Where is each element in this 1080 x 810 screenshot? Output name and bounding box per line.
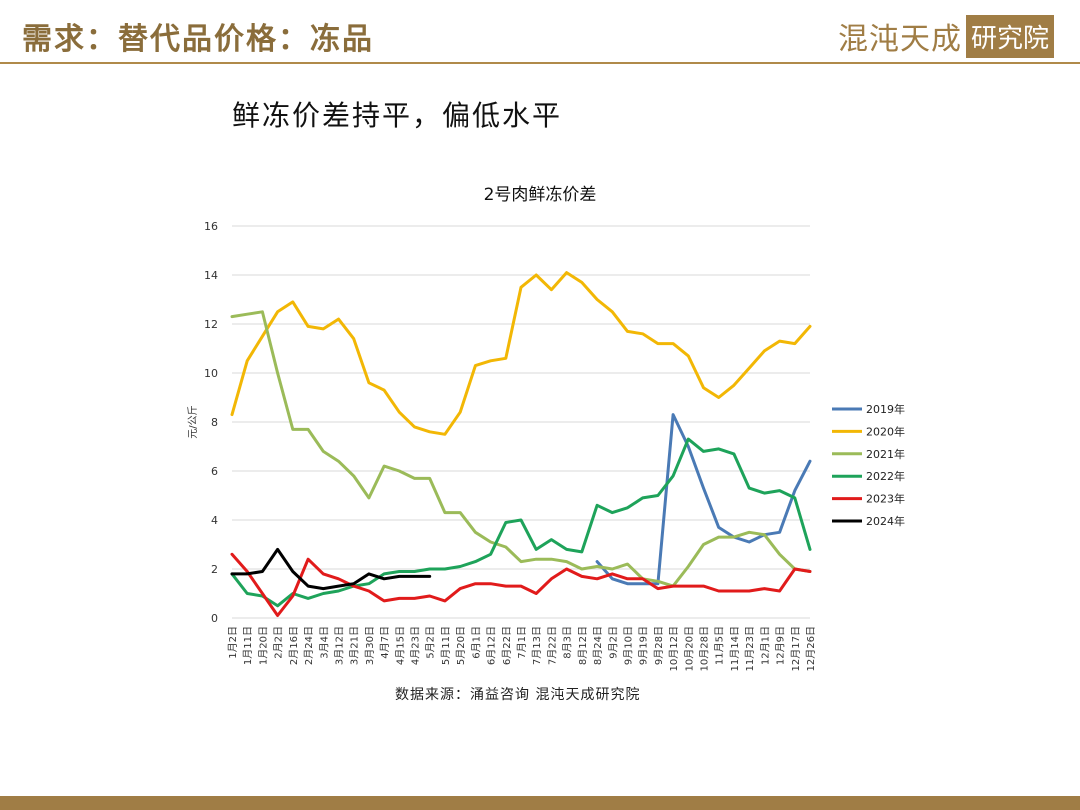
x-tick-label: 1月2日 — [227, 626, 239, 659]
x-tick-label: 1月20日 — [257, 626, 269, 665]
x-tick-label: 8月24日 — [592, 626, 604, 665]
brand-logo: 混沌天成 研究院 — [838, 14, 1054, 58]
x-tick-label: 3月4日 — [318, 626, 330, 659]
x-tick-label: 9月28日 — [653, 626, 665, 665]
x-tick-label: 6月12日 — [486, 626, 498, 665]
series-line-2020年 — [230, 271, 812, 436]
brand-box-text: 研究院 — [965, 14, 1054, 58]
x-tick-label: 3月21日 — [349, 626, 361, 665]
legend-label: 2022年 — [866, 469, 905, 483]
footer-bar — [0, 796, 1080, 810]
x-tick-label: 8月3日 — [562, 626, 574, 659]
y-tick-label: 4 — [211, 514, 218, 527]
x-tick-label: 2月24日 — [303, 626, 315, 665]
series-line-2019年 — [595, 413, 812, 586]
x-tick-label: 11月5日 — [714, 626, 726, 665]
y-tick-label: 10 — [204, 367, 218, 380]
legend-label: 2023年 — [866, 492, 905, 506]
y-tick-label: 12 — [204, 318, 218, 331]
data-source-note: 数据来源：涌益咨询 混沌天成研究院 — [395, 687, 641, 703]
page-header-title: 需求：替代品价格：冻品 — [22, 22, 374, 57]
y-tick-label: 2 — [211, 563, 218, 576]
series-line-2023年 — [230, 552, 812, 617]
legend-label: 2024年 — [866, 514, 905, 528]
x-tick-label: 4月15日 — [394, 626, 406, 665]
x-tick-label: 9月2日 — [607, 626, 619, 659]
legend-label: 2020年 — [866, 424, 905, 438]
x-tick-label: 11月23日 — [744, 626, 756, 671]
x-tick-label: 5月11日 — [440, 626, 452, 665]
y-tick-label: 16 — [204, 220, 218, 233]
series-line-2021年 — [230, 310, 812, 588]
x-tick-label: 10月12日 — [668, 626, 680, 671]
x-tick-label: 9月10日 — [622, 626, 634, 665]
x-tick-label: 10月28日 — [699, 626, 711, 671]
x-tick-label: 3月12日 — [333, 626, 345, 665]
x-tick-label: 6月1日 — [470, 626, 482, 659]
y-tick-label: 6 — [211, 465, 218, 478]
x-tick-label: 9月19日 — [638, 626, 650, 665]
x-tick-label: 4月23日 — [410, 626, 422, 665]
x-tick-label: 6月22日 — [501, 626, 513, 665]
series-line-2024年 — [230, 547, 432, 591]
x-tick-label: 5月20日 — [455, 626, 467, 665]
series-line-2022年 — [230, 437, 812, 608]
x-tick-label: 12月9日 — [775, 626, 787, 665]
legend-label: 2019年 — [866, 402, 905, 416]
brand-main-text: 混沌天成 — [837, 22, 962, 57]
x-tick-label: 10月20日 — [683, 626, 695, 671]
x-tick-label: 7月22日 — [546, 626, 558, 665]
x-tick-label: 12月17日 — [790, 626, 802, 671]
slide-subtitle: 鲜冻价差持平，偏低水平 — [232, 99, 563, 132]
y-axis-label: 元/公斤 — [187, 405, 199, 438]
header-divider — [0, 62, 1080, 64]
x-tick-label: 4月7日 — [379, 626, 391, 659]
legend-label: 2021年 — [866, 447, 905, 461]
x-tick-label: 7月13日 — [531, 626, 543, 665]
x-tick-label: 1月11日 — [242, 626, 254, 665]
x-tick-label: 11月14日 — [729, 626, 741, 671]
x-tick-label: 2月16日 — [288, 626, 300, 665]
x-tick-label: 3月30日 — [364, 626, 376, 665]
chart-title: 2号肉鲜冻价差 — [484, 185, 597, 205]
x-tick-label: 8月12日 — [577, 626, 589, 665]
y-tick-label: 8 — [211, 416, 218, 429]
x-tick-label: 12月1日 — [759, 626, 771, 665]
y-tick-label: 0 — [211, 612, 218, 625]
x-tick-label: 5月2日 — [425, 626, 437, 659]
x-tick-label: 12月26日 — [805, 626, 817, 671]
y-tick-label: 14 — [204, 269, 218, 282]
x-tick-label: 7月1日 — [516, 626, 528, 659]
x-tick-label: 2月2日 — [273, 626, 285, 659]
